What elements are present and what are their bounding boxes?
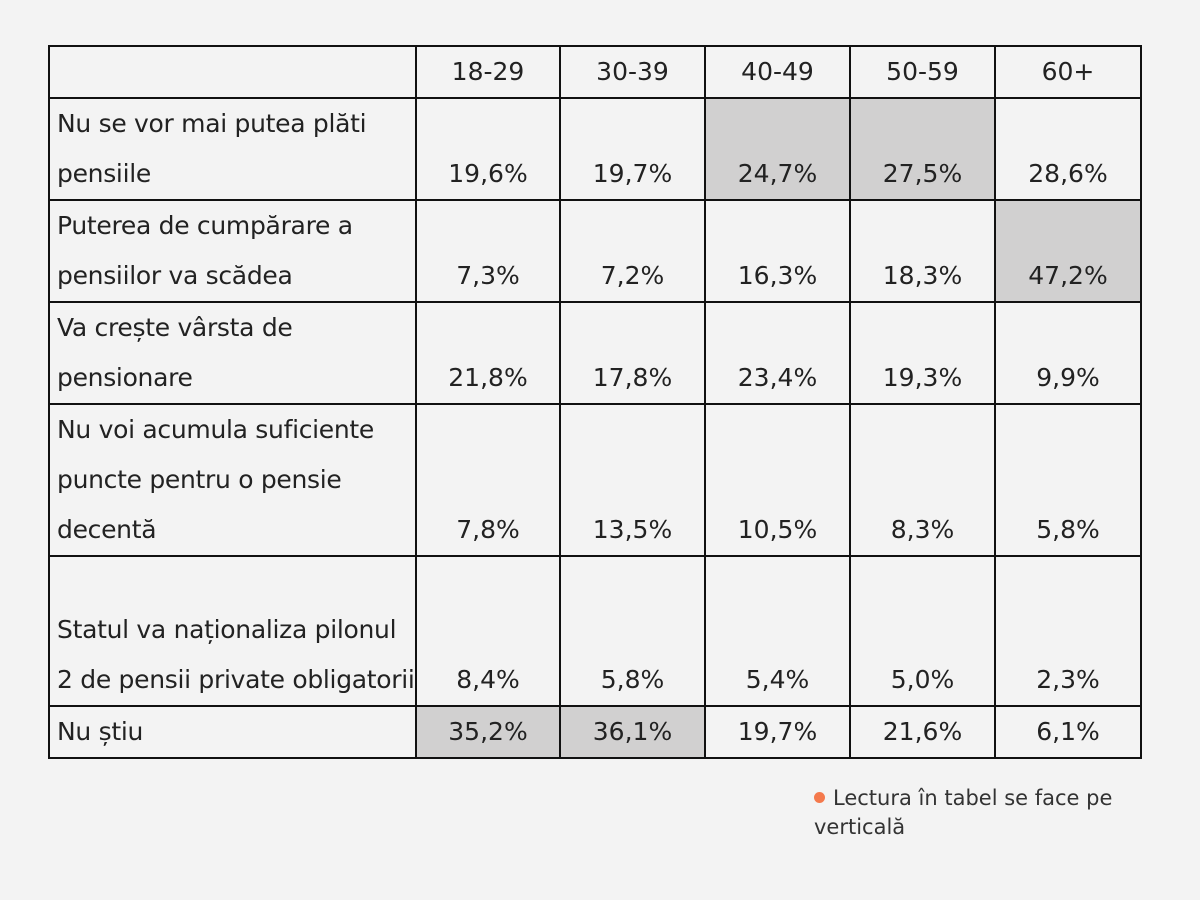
header-row: 18-29 30-39 40-49 50-59 60+ xyxy=(48,45,1142,99)
value-cell: 19,3% xyxy=(849,301,996,405)
value-cell: 28,6% xyxy=(994,97,1142,201)
value-cell: 13,5% xyxy=(559,403,706,557)
age-group-table: 18-29 30-39 40-49 50-59 60+ Nu se vor mai pu… xyxy=(48,45,1142,759)
value-cell: 10,5% xyxy=(704,403,851,557)
value-cell: 9,9% xyxy=(994,301,1142,405)
table-row: Va crește vârsta de pensionare 21,8% 17,8%… xyxy=(48,301,1142,405)
value-cell: 6,1% xyxy=(994,705,1142,759)
value-cell: 19,7% xyxy=(704,705,851,759)
value-cell: 5,4% xyxy=(704,555,851,707)
value-cell: 5,8% xyxy=(559,555,706,707)
value-cell: 36,1% xyxy=(559,705,706,759)
value-cell: 21,8% xyxy=(415,301,561,405)
value-cell: 7,3% xyxy=(415,199,561,303)
table-row: Nu voi acumula suficiente puncte pentru … xyxy=(48,403,1142,557)
bullet-icon xyxy=(814,792,825,803)
value-cell: 5,8% xyxy=(994,403,1142,557)
value-cell: 2,3% xyxy=(994,555,1142,707)
value-cell: 18,3% xyxy=(849,199,996,303)
row-label: Nu știu xyxy=(48,705,417,759)
column-header: 18-29 xyxy=(415,45,561,99)
table-row: Puterea de cumpărare a pensiilor va scăd… xyxy=(48,199,1142,303)
value-cell: 7,2% xyxy=(559,199,706,303)
row-label: Puterea de cumpărare a pensiilor va scăd… xyxy=(48,199,417,303)
table-row: Nu știu 35,2% 36,1% 19,7% 21,6% 6,1% xyxy=(48,705,1142,759)
note-text: Lectura în tabel se face pe verticală xyxy=(814,786,1113,839)
row-label: Nu voi acumula suficiente puncte pentru … xyxy=(48,403,417,557)
value-cell: 16,3% xyxy=(704,199,851,303)
value-cell: 23,4% xyxy=(704,301,851,405)
value-cell: 21,6% xyxy=(849,705,996,759)
corner-header xyxy=(48,45,417,99)
table-row: Nu se vor mai putea plăti pensiile 19,6% 1… xyxy=(48,97,1142,201)
value-cell: 27,5% xyxy=(849,97,996,201)
value-cell: 47,2% xyxy=(994,199,1142,303)
value-cell: 19,7% xyxy=(559,97,706,201)
value-cell: 5,0% xyxy=(849,555,996,707)
value-cell: 7,8% xyxy=(415,403,561,557)
value-cell: 24,7% xyxy=(704,97,851,201)
column-header: 50-59 xyxy=(849,45,996,99)
value-cell: 17,8% xyxy=(559,301,706,405)
column-header: 40-49 xyxy=(704,45,851,99)
value-cell: 8,4% xyxy=(415,555,561,707)
value-cell: 35,2% xyxy=(415,705,561,759)
reading-note: Lectura în tabel se face pe verticală xyxy=(814,784,1144,842)
column-header: 60+ xyxy=(994,45,1142,99)
row-label: Nu se vor mai putea plăti pensiile xyxy=(48,97,417,201)
value-cell: 8,3% xyxy=(849,403,996,557)
table-row: Statul va naționaliza pilonul 2 de pensi… xyxy=(48,555,1142,707)
value-cell: 19,6% xyxy=(415,97,561,201)
column-header: 30-39 xyxy=(559,45,706,99)
row-label: Va crește vârsta de pensionare xyxy=(48,301,417,405)
row-label: Statul va naționaliza pilonul 2 de pensi… xyxy=(48,555,417,707)
